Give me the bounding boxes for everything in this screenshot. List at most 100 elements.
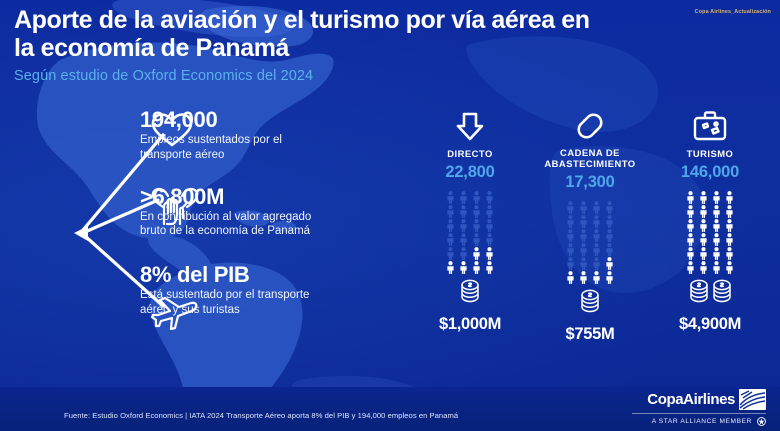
- column-turismo: TURISMO 146,000 $4,900M: [650, 104, 770, 344]
- column-label: CADENA DE ABASTECIMIENTO: [544, 147, 636, 170]
- person-icon: [698, 191, 709, 204]
- person-icon: [698, 261, 709, 274]
- heart-icon: [151, 113, 193, 147]
- person-icon: [591, 243, 602, 256]
- person-icon: [458, 247, 469, 260]
- person-icon: [471, 205, 482, 218]
- stat-description: Empleos sustentados por el transporte aé…: [140, 134, 282, 161]
- person-icon: [604, 243, 615, 256]
- person-icon: [471, 219, 482, 232]
- person-icon: [471, 261, 482, 274]
- person-icon: [445, 205, 456, 218]
- people-pictogram: [564, 201, 616, 285]
- person-icon: [565, 257, 576, 270]
- column-label: TURISMO: [686, 148, 734, 159]
- person-icon: [685, 205, 696, 218]
- column-money-value: $1,000M: [438, 314, 502, 333]
- column-jobs-value: 22,800: [445, 162, 495, 181]
- person-icon: [578, 257, 589, 270]
- person-icon: [698, 205, 709, 218]
- logo-text: CopaAirlines: [647, 391, 735, 408]
- person-icon: [591, 215, 602, 228]
- person-icon: [484, 261, 495, 274]
- person-icon: [484, 205, 495, 218]
- stat-description: En contribución al valor agregado bruto …: [140, 210, 312, 238]
- person-icon: [591, 201, 602, 214]
- person-icon: [471, 247, 482, 260]
- people-pictogram: [684, 191, 736, 275]
- stat-item: 194,000 Empleos sustentados por el trans…: [140, 108, 390, 163]
- stat-item: >6,800M En contribución al valor agregad…: [140, 183, 390, 240]
- stat-value: 8% del PIB: [140, 262, 250, 288]
- person-icon: [591, 271, 602, 284]
- person-icon: [591, 257, 602, 270]
- airplane-icon: [150, 296, 198, 330]
- suitcase-icon: [690, 104, 730, 148]
- person-icon: [685, 233, 696, 246]
- footer-bar: [0, 387, 780, 431]
- person-icon: [724, 205, 735, 218]
- person-icon: [604, 215, 615, 228]
- person-icon: [458, 219, 469, 232]
- coin-stack-group: [686, 279, 735, 313]
- person-icon: [565, 215, 576, 228]
- star-alliance-icon: [757, 417, 766, 426]
- person-icon: [458, 205, 469, 218]
- person-icon: [471, 233, 482, 246]
- person-icon: [698, 219, 709, 232]
- copa-airlines-logo: CopaAirlines A STAR ALLIANCE MEMBER: [616, 389, 766, 426]
- person-icon: [698, 247, 709, 260]
- chain-link-icon: [573, 104, 607, 147]
- person-icon: [445, 219, 456, 232]
- stats-list: 194,000 Empleos sustentados por el trans…: [140, 108, 390, 331]
- stat-value: >6,800M: [140, 183, 225, 209]
- person-icon: [445, 191, 456, 204]
- person-icon: [604, 271, 615, 284]
- breakdown-columns: DIRECTO 22,800 $1,000M CADENA DE ABASTEC…: [410, 104, 770, 344]
- person-icon: [445, 247, 456, 260]
- column-cadena-abastecimiento: CADENA DE ABASTECIMIENTO 17,300 $755M: [530, 104, 650, 344]
- person-icon: [724, 233, 735, 246]
- person-icon: [698, 233, 709, 246]
- coin-stack-group: [457, 279, 483, 313]
- footer-source-text: Fuente: Estudio Oxford Economics | IATA …: [64, 411, 459, 420]
- person-icon: [578, 201, 589, 214]
- person-icon: [711, 191, 722, 204]
- person-icon: [471, 191, 482, 204]
- column-jobs-value: 146,000: [680, 162, 740, 181]
- person-icon: [685, 247, 696, 260]
- coin-stack-icon: [457, 278, 483, 313]
- person-icon: [711, 261, 722, 274]
- corner-tag: Copa Airlines_Actualización: [694, 9, 771, 15]
- person-icon: [711, 233, 722, 246]
- person-icon: [685, 191, 696, 204]
- person-icon: [578, 243, 589, 256]
- person-icon: [458, 261, 469, 274]
- person-icon: [604, 201, 615, 214]
- hands-money-icon: [151, 187, 199, 226]
- page-title: Aporte de la aviación y el turismo por v…: [14, 6, 590, 63]
- coin-stack-icon: [577, 288, 603, 323]
- column-money-value: $4,900M: [678, 314, 742, 333]
- person-icon: [604, 257, 615, 270]
- person-icon: [685, 261, 696, 274]
- page-subtitle: Según estudio de Oxford Economics del 20…: [14, 67, 314, 84]
- person-icon: [458, 233, 469, 246]
- person-icon: [578, 271, 589, 284]
- column-directo: DIRECTO 22,800 $1,000M: [410, 104, 530, 344]
- person-icon: [711, 205, 722, 218]
- person-icon: [565, 271, 576, 284]
- stat-item: 8% del PIB Está sustentado por el transp…: [140, 263, 390, 318]
- person-icon: [685, 219, 696, 232]
- person-icon: [604, 229, 615, 242]
- copa-logo-mark: [739, 389, 766, 410]
- person-icon: [484, 247, 495, 260]
- stat-description: Está sustentado por el transporte aéreo …: [140, 289, 310, 316]
- person-icon: [565, 243, 576, 256]
- person-icon: [565, 201, 576, 214]
- person-icon: [724, 219, 735, 232]
- person-icon: [484, 191, 495, 204]
- down-arrow-icon: [453, 104, 487, 148]
- person-icon: [484, 219, 495, 232]
